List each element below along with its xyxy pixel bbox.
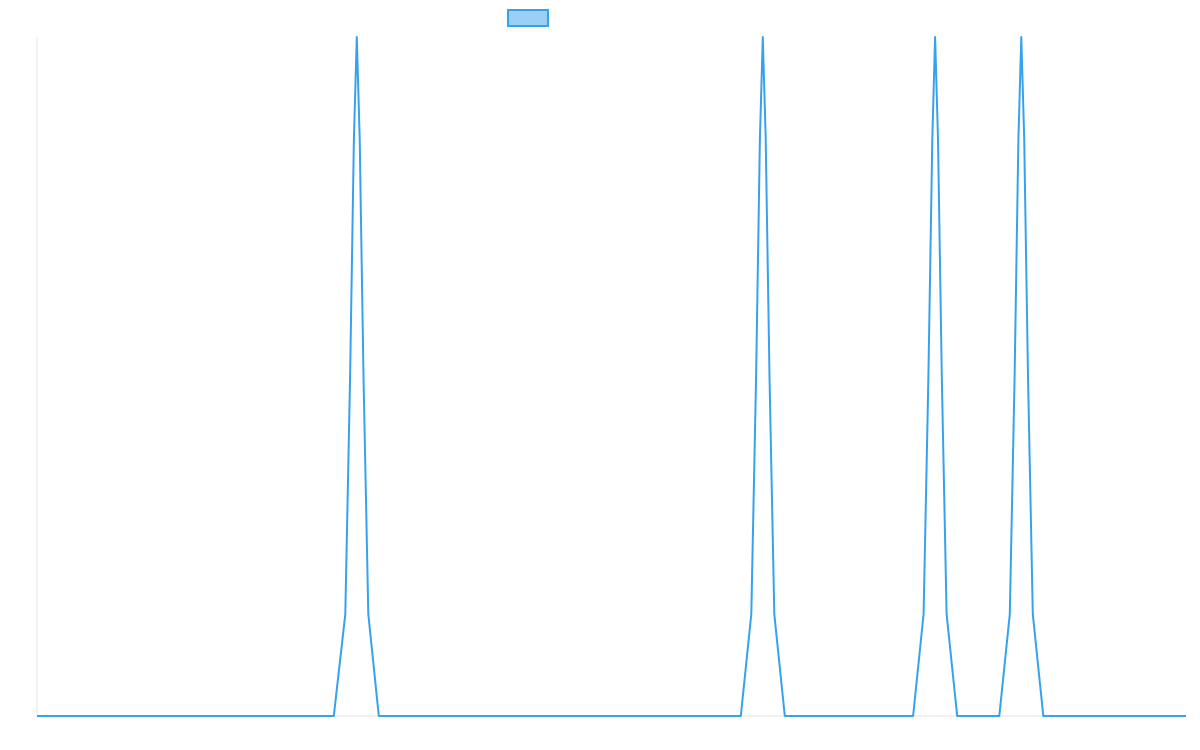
series-line-0[interactable] [37,36,1186,717]
chart-series-layer [37,36,1186,717]
legend-swatch-0[interactable] [507,9,549,27]
chart-legend[interactable] [507,9,549,27]
